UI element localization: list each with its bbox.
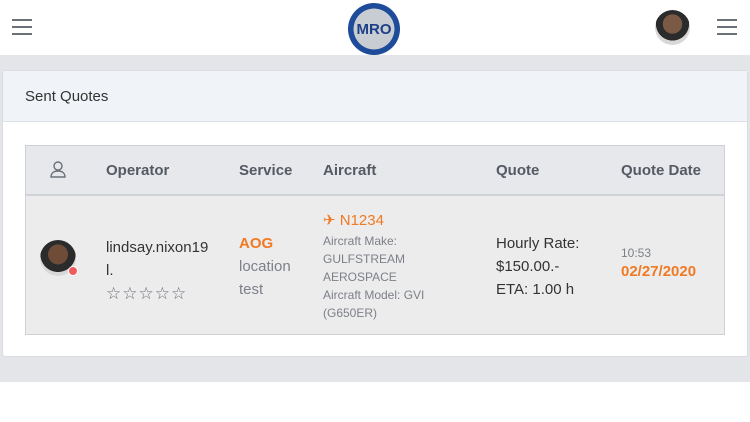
table-header: Operator Service Aircraft Quote Quote Da…	[26, 146, 724, 196]
service-cell: AOG location test	[239, 235, 291, 298]
operator-avatar	[40, 240, 78, 276]
user-avatar[interactable]	[655, 10, 690, 45]
col-aircraft[interactable]: Aircraft	[323, 162, 377, 179]
col-operator[interactable]: Operator	[106, 162, 170, 179]
mro-logo[interactable]: MRO	[348, 3, 400, 55]
quotes-table: Operator Service Aircraft Quote Quote Da…	[25, 145, 725, 335]
top-bar: MRO	[0, 0, 750, 55]
user-icon	[50, 160, 68, 182]
table-row[interactable]: lindsay.nixon19 l. ☆☆☆☆☆ AOG location te…	[26, 196, 724, 334]
card-title: Sent Quotes	[3, 71, 747, 122]
col-service[interactable]: Service	[239, 162, 293, 179]
status-dot	[68, 266, 78, 276]
date-cell: 10:53 02/27/2020	[621, 246, 697, 280]
aircraft-cell: ✈ N1234 Aircraft Make: GULFSTREAM AEROSP…	[323, 212, 425, 320]
rating-stars[interactable]: ☆☆☆☆☆	[106, 284, 188, 303]
sent-quotes-card: Sent Quotes Operator Service Aircraft Qu…	[2, 70, 748, 357]
quote-cell: Hourly Rate: $150.00.- ETA: 1.00 h	[496, 235, 580, 298]
operator-cell: lindsay.nixon19 l. ☆☆☆☆☆	[106, 239, 209, 303]
plane-icon: ✈	[323, 212, 336, 229]
menu-icon[interactable]	[717, 19, 737, 35]
hamburger-icon[interactable]	[12, 19, 32, 35]
col-quote-date[interactable]: Quote Date	[621, 162, 702, 179]
col-quote[interactable]: Quote	[496, 162, 540, 179]
